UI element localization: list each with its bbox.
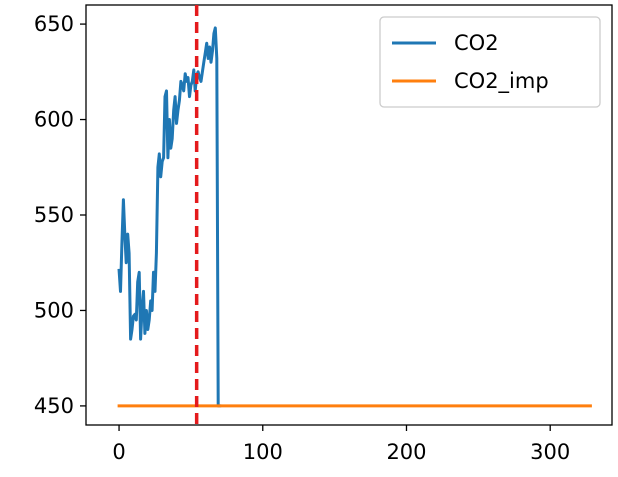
y-tick-label: 450 <box>34 394 74 418</box>
x-tick-label: 100 <box>243 440 283 464</box>
x-tick-label: 300 <box>530 440 570 464</box>
legend: CO2 CO2_imp <box>379 16 601 108</box>
legend-label: CO2 <box>454 31 499 55</box>
x-tick-label: 0 <box>112 440 125 464</box>
y-tick-label: 500 <box>34 298 74 322</box>
y-tick-label: 600 <box>34 108 74 132</box>
legend-box <box>379 16 601 108</box>
plot-area <box>117 5 592 425</box>
x-tick-label: 200 <box>386 440 426 464</box>
y-tick-label: 550 <box>34 203 74 227</box>
legend-label: CO2_imp <box>454 69 549 94</box>
series-line-co2 <box>117 26 222 408</box>
axes: 0 100 200 300 450 500 550 600 650 <box>34 4 613 464</box>
y-tick-label: 650 <box>34 12 74 36</box>
